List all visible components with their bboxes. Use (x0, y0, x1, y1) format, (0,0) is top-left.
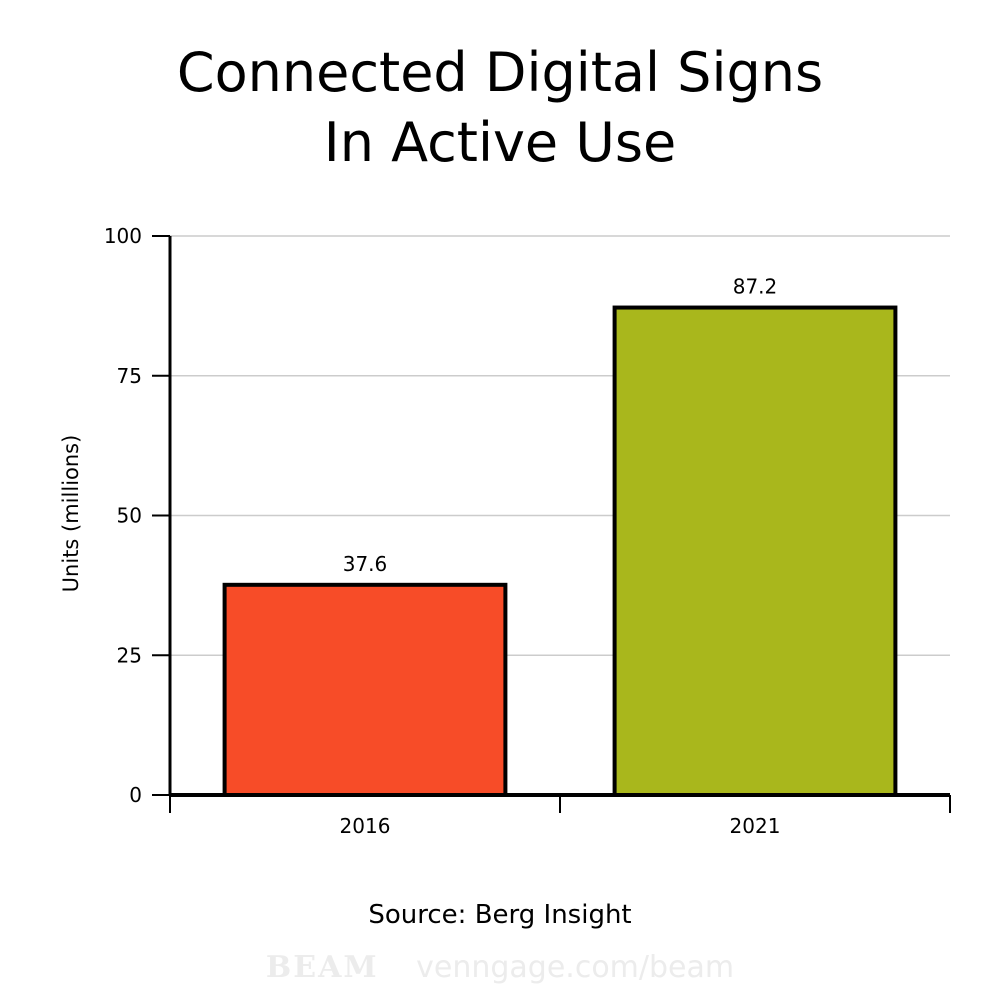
y-tick-label-1: 25 (117, 643, 142, 667)
watermark-logo: BEAM (265, 950, 379, 985)
x-tick-label-2016: 2016 (340, 814, 391, 838)
bar-2016 (222, 582, 508, 797)
y-tick-label-2: 50 (117, 504, 142, 528)
y-tick-label-4: 100 (104, 224, 142, 248)
chart-title: Connected Digital Signs In Active Use (0, 38, 1000, 178)
data-label-2021: 87.2 (733, 275, 778, 299)
y-tick-label-0: 0 (129, 783, 142, 807)
chart-title-line-2: In Active Use (323, 111, 677, 174)
chart-title-line-1: Connected Digital Signs (176, 41, 824, 104)
watermark: BEAM venngage.com/beam (0, 950, 1000, 985)
y-tick-label-3: 75 (117, 364, 142, 388)
x-tick-label-2021: 2021 (730, 814, 781, 838)
y-axis-label: Units (millions) (59, 435, 83, 593)
watermark-url: venngage.com/beam (416, 950, 735, 985)
source-note: Source: Berg Insight (368, 900, 632, 930)
bar-2021 (612, 305, 898, 797)
data-label-2016: 37.6 (343, 552, 388, 576)
